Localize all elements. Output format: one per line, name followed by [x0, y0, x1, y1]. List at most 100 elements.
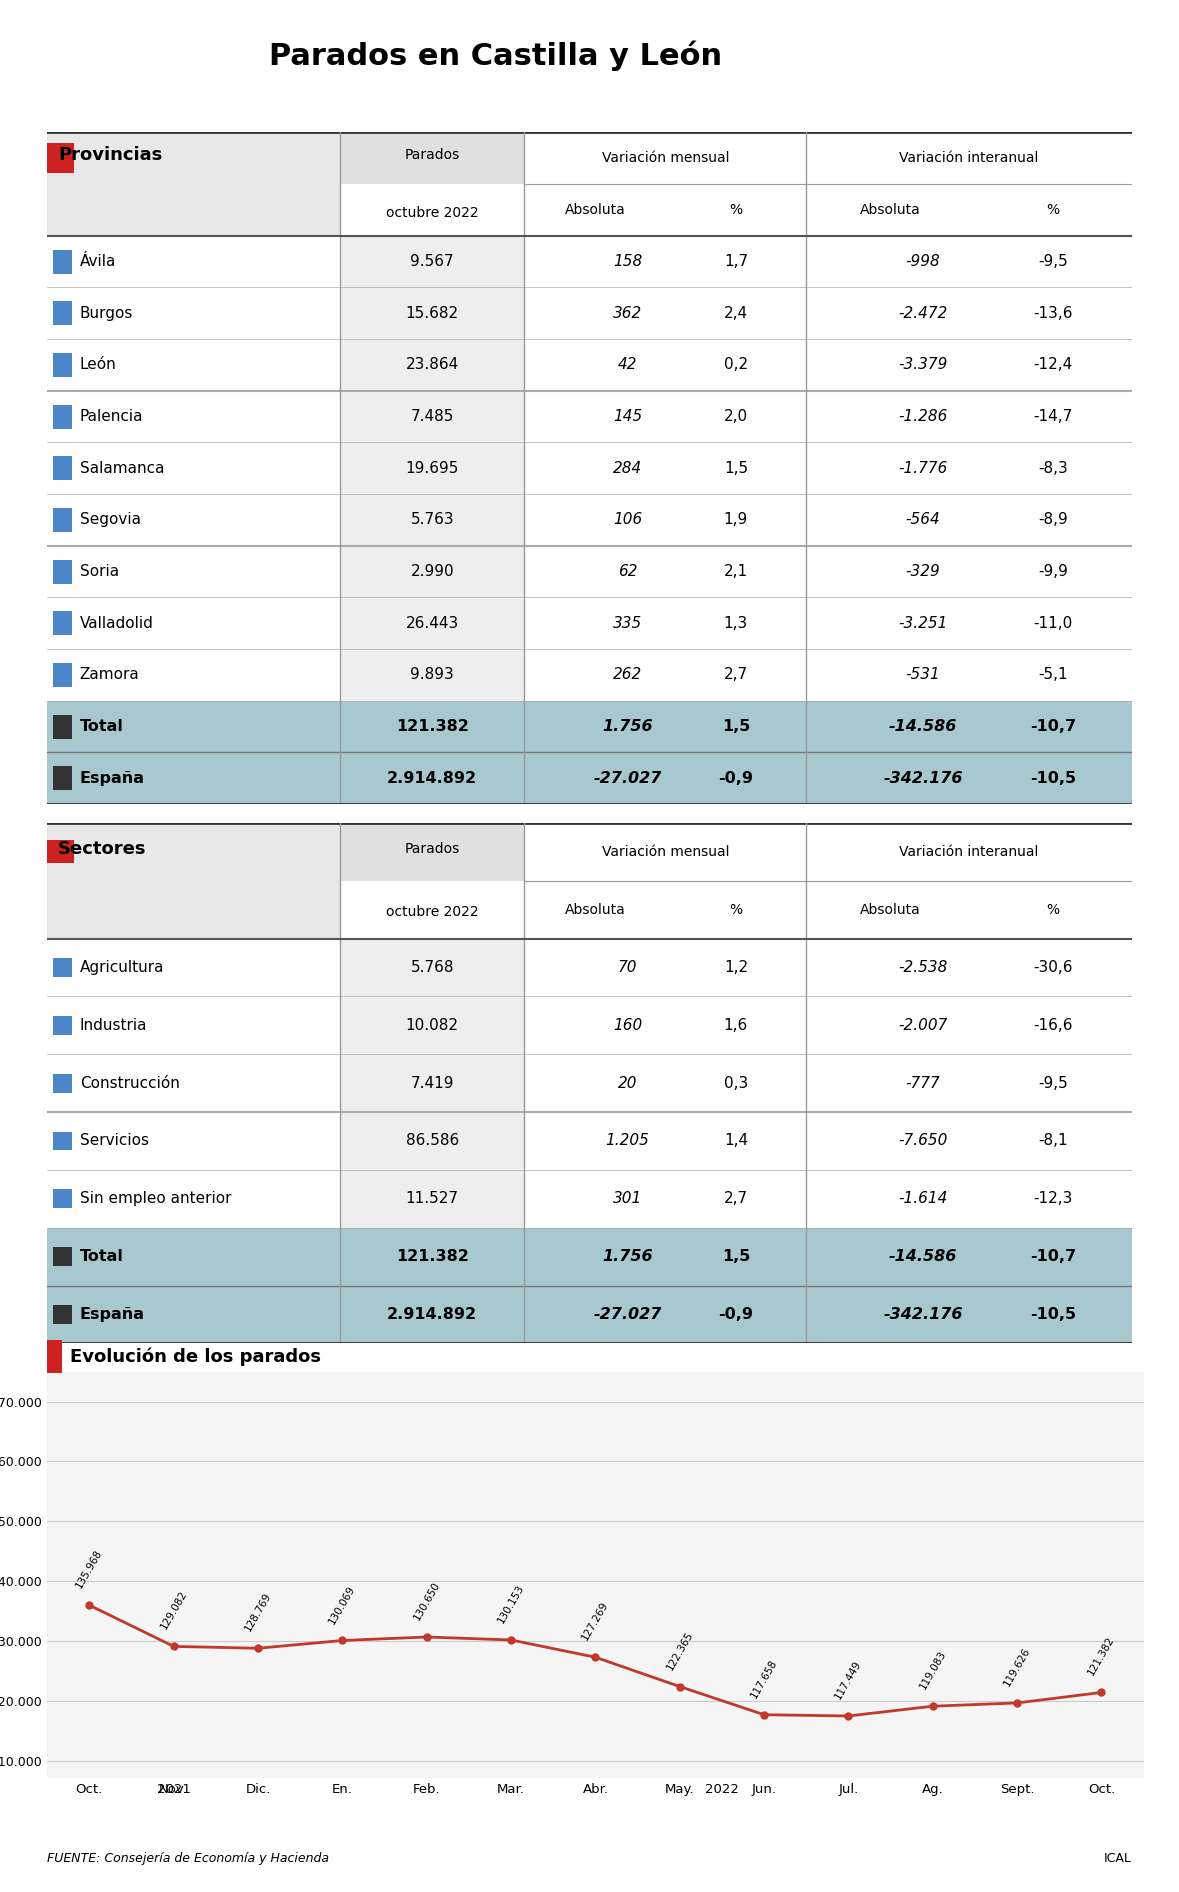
Text: 335: 335	[613, 615, 643, 630]
Text: -27.027: -27.027	[593, 770, 661, 785]
Bar	[340, 649, 525, 700]
Text: 1.756: 1.756	[602, 1249, 653, 1264]
Bar	[53, 715, 72, 738]
Text: 70: 70	[618, 959, 637, 974]
Text: octubre 2022: octubre 2022	[386, 906, 479, 920]
Bar	[53, 662, 72, 687]
Text: Total: Total	[80, 719, 124, 734]
Text: Variación mensual: Variación mensual	[601, 846, 729, 859]
Bar	[340, 700, 525, 753]
Text: España: España	[80, 1307, 145, 1323]
Text: -564: -564	[905, 513, 941, 528]
Text: 7.419: 7.419	[410, 1077, 454, 1090]
Text: Industria: Industria	[80, 1018, 147, 1033]
Bar	[47, 882, 340, 938]
Text: -3.251: -3.251	[898, 615, 948, 630]
Bar	[53, 250, 72, 274]
Bar	[53, 301, 72, 325]
Text: 23.864: 23.864	[406, 358, 459, 373]
Text: Parados: Parados	[404, 842, 460, 857]
Text: Sectores: Sectores	[58, 840, 146, 859]
Bar	[340, 1228, 525, 1285]
Text: 122.365: 122.365	[665, 1629, 694, 1673]
Text: León: León	[80, 358, 117, 373]
Bar	[47, 700, 1132, 753]
Text: 2,0: 2,0	[724, 409, 747, 424]
Text: 1,2: 1,2	[724, 959, 747, 974]
Text: -16,6: -16,6	[1034, 1018, 1073, 1033]
Text: Servicios: Servicios	[80, 1133, 149, 1148]
Text: 117.658: 117.658	[749, 1657, 779, 1699]
Text: 9.567: 9.567	[410, 254, 454, 269]
Text: -12,4: -12,4	[1034, 358, 1073, 373]
Text: -329: -329	[905, 564, 941, 579]
Text: 121.382: 121.382	[396, 719, 469, 734]
Text: 2021: 2021	[157, 1784, 191, 1796]
Text: -27.027: -27.027	[593, 1307, 661, 1323]
Bar	[340, 1169, 525, 1228]
Text: -1.614: -1.614	[898, 1192, 948, 1207]
Text: 106: 106	[613, 513, 643, 528]
Text: Absoluta: Absoluta	[861, 202, 921, 218]
Text: Valladolid: Valladolid	[80, 615, 153, 630]
Text: 130.153: 130.153	[496, 1584, 526, 1625]
Text: 127.269: 127.269	[580, 1601, 611, 1642]
Text: 284: 284	[613, 462, 643, 475]
Bar	[340, 1112, 525, 1169]
Text: Provincias: Provincias	[58, 146, 163, 165]
Bar	[53, 1075, 72, 1092]
Text: 262: 262	[613, 668, 643, 683]
Text: 11.527: 11.527	[406, 1192, 459, 1207]
Bar	[47, 132, 340, 184]
Text: 1,3: 1,3	[724, 615, 747, 630]
Text: FUENTE: Consejería de Economía y Hacienda: FUENTE: Consejería de Economía y Haciend…	[47, 1852, 329, 1866]
Text: 42: 42	[618, 358, 637, 373]
Bar	[53, 1016, 72, 1035]
Text: 1,9: 1,9	[724, 513, 747, 528]
Text: 119.083: 119.083	[917, 1650, 948, 1691]
Text: -342.176: -342.176	[883, 1307, 963, 1323]
Text: -7.650: -7.650	[898, 1133, 948, 1148]
Bar	[53, 1131, 72, 1150]
Bar	[340, 1285, 525, 1343]
Text: 10.082: 10.082	[406, 1018, 459, 1033]
Text: Zamora: Zamora	[80, 668, 139, 683]
Text: -0,9: -0,9	[718, 1307, 753, 1323]
Text: Burgos: Burgos	[80, 307, 133, 322]
Text: 7.485: 7.485	[410, 409, 454, 424]
Bar	[53, 766, 72, 791]
Text: 1,5: 1,5	[724, 462, 747, 475]
Text: Absoluta: Absoluta	[565, 902, 625, 918]
Text: -1.776: -1.776	[898, 462, 948, 475]
Bar	[53, 611, 72, 636]
Text: Total: Total	[80, 1249, 124, 1264]
Text: Construcción: Construcción	[80, 1077, 179, 1090]
Text: Palencia: Palencia	[80, 409, 143, 424]
Text: 2,1: 2,1	[724, 564, 747, 579]
Text: 130.069: 130.069	[328, 1584, 357, 1625]
Text: 117.449: 117.449	[834, 1659, 863, 1701]
Bar	[340, 997, 525, 1054]
Text: -10,5: -10,5	[1030, 1307, 1076, 1323]
Bar	[340, 392, 525, 443]
Text: Absoluta: Absoluta	[565, 202, 625, 218]
Bar	[340, 236, 525, 288]
Text: Parados en Castilla y León: Parados en Castilla y León	[269, 40, 722, 70]
Bar	[47, 753, 1132, 804]
Bar	[340, 598, 525, 649]
Bar	[53, 560, 72, 585]
Bar	[53, 352, 72, 377]
Text: 129.082: 129.082	[159, 1589, 189, 1631]
Bar	[47, 1285, 1132, 1343]
Text: 9.893: 9.893	[410, 668, 454, 683]
Text: Variación interanual: Variación interanual	[900, 846, 1039, 859]
Bar	[47, 144, 74, 172]
Text: 119.626: 119.626	[1002, 1646, 1033, 1688]
Text: -10,7: -10,7	[1030, 719, 1076, 734]
Text: 128.769: 128.769	[243, 1591, 274, 1633]
Text: 0,2: 0,2	[724, 358, 747, 373]
Text: 362: 362	[613, 307, 643, 322]
Text: 2.914.892: 2.914.892	[387, 1307, 477, 1323]
Text: -998: -998	[905, 254, 941, 269]
Text: Sin empleo anterior: Sin empleo anterior	[80, 1192, 231, 1207]
